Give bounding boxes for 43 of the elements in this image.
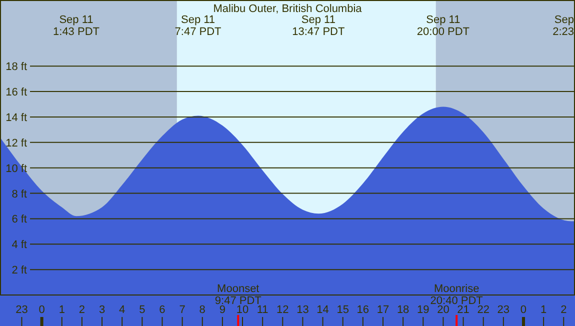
- x-tick-label: 5: [139, 304, 146, 316]
- x-tick-label: 7: [179, 304, 186, 316]
- x-tick-label: 21: [457, 304, 470, 316]
- annotation: Sep 11 7:47 PDT: [174, 14, 222, 38]
- x-tick-label: 23: [16, 304, 28, 316]
- x-tick-label: 12: [276, 304, 289, 316]
- annotation: Sep 11 13:47 PDT: [292, 14, 346, 38]
- y-tick-label: 6 ft: [12, 214, 27, 226]
- x-tick-label: 20: [437, 304, 450, 316]
- annotation: Sep 11 20:00 PDT: [416, 14, 470, 38]
- chart-title: Malibu Outer, British Columbia: [213, 3, 363, 15]
- x-tick-label: 19: [417, 304, 430, 316]
- y-tick-label: 4 ft: [12, 239, 27, 252]
- x-tick-label: 16: [356, 304, 370, 316]
- y-tick-label: 12 ft: [6, 137, 27, 150]
- x-tick-label: 0: [38, 304, 45, 316]
- x-tick-label: 8: [199, 304, 206, 316]
- y-tick-label: 8 ft: [12, 188, 27, 200]
- x-tick-label: 3: [98, 304, 106, 316]
- y-tick-label: 18 ft: [6, 61, 27, 74]
- y-tick-label: 10 ft: [6, 162, 27, 175]
- annotation: Sep 11 1:43 PDT: [53, 14, 100, 38]
- x-tick-label: 15: [336, 304, 349, 316]
- annotation: Sep 2:23: [552, 14, 574, 38]
- y-tick-label: 2 ft: [12, 264, 27, 277]
- x-tick-label: 0: [520, 304, 527, 316]
- x-tick-label: 1: [540, 304, 547, 316]
- x-tick-label: 6: [159, 304, 166, 316]
- x-tick-label: 18: [396, 304, 410, 316]
- x-tick-label: 11: [256, 304, 268, 316]
- x-tick-label: 23: [497, 304, 510, 316]
- x-tick-label: 2: [560, 304, 567, 316]
- x-tick-label: 9: [219, 304, 226, 316]
- x-tick-label: 22: [477, 304, 490, 316]
- x-tick-label: 13: [296, 304, 309, 316]
- x-tick-label: 2: [78, 304, 86, 316]
- x-tick-label: 4: [119, 304, 126, 316]
- x-tick-label: 1: [58, 304, 65, 316]
- x-tick-label: 17: [376, 304, 390, 316]
- y-tick-label: 14 ft: [6, 112, 27, 124]
- x-tick-label: 14: [316, 304, 329, 316]
- y-tick-label: 16 ft: [6, 86, 27, 99]
- x-tick-label: 10: [236, 304, 249, 316]
